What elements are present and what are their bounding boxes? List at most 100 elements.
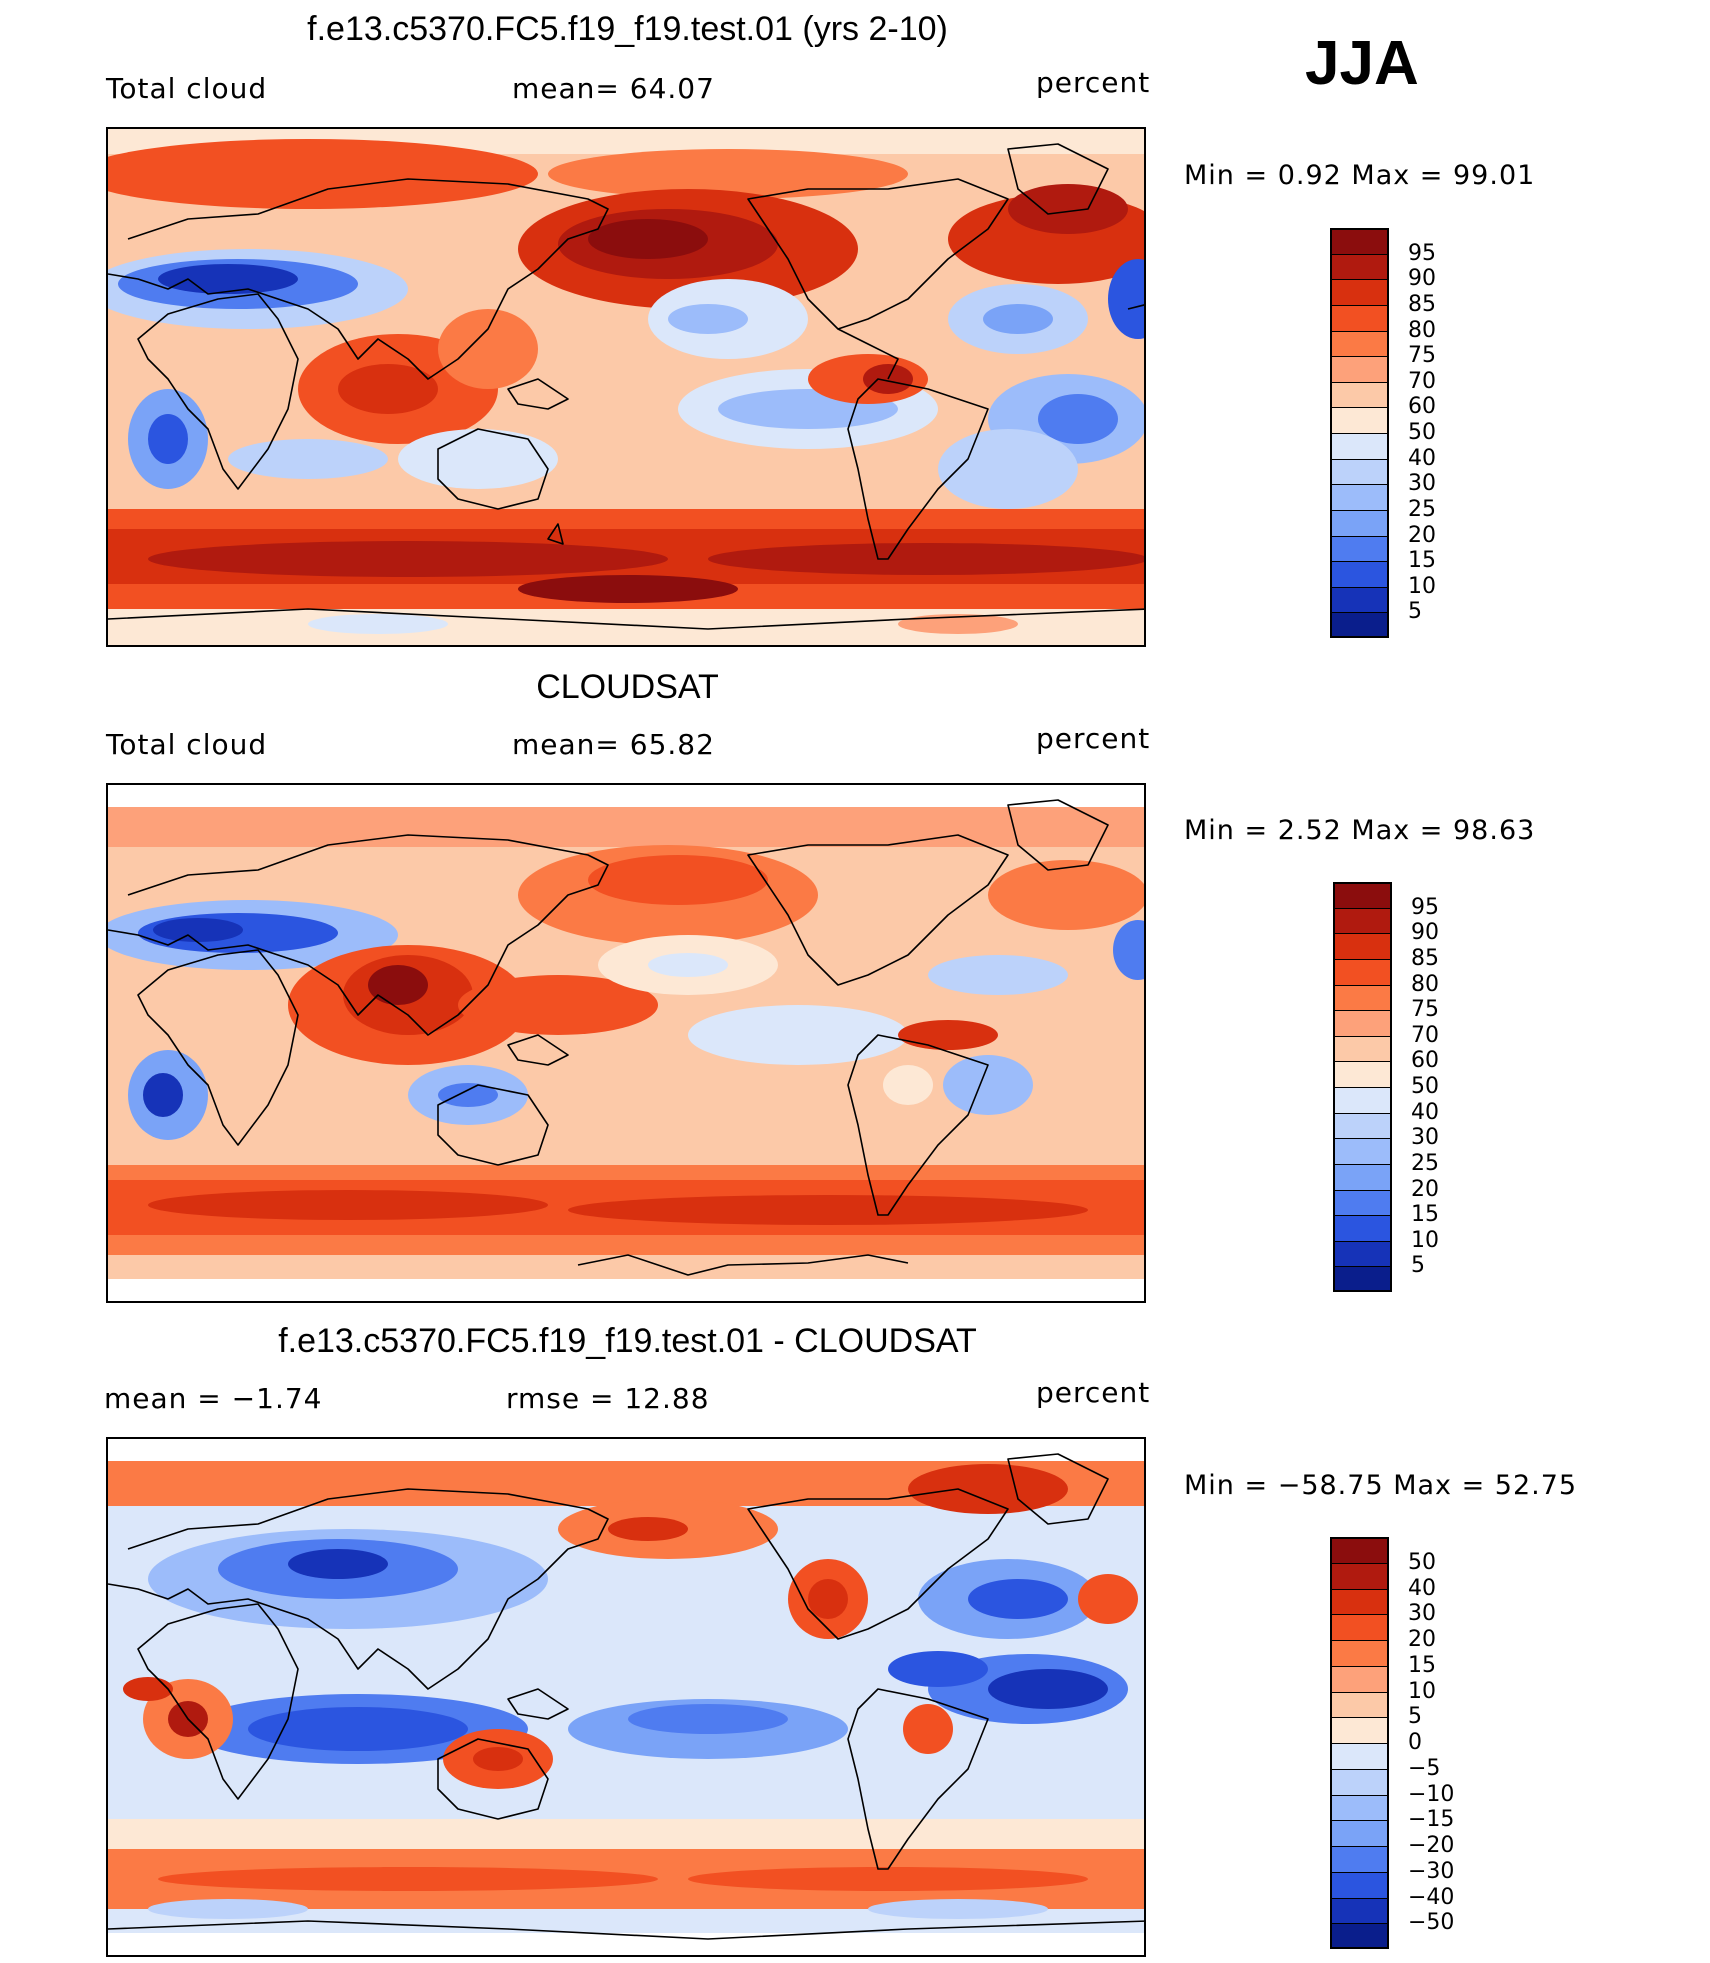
colorbar-swatch — [1333, 1189, 1392, 1216]
colorbar-swatch — [1330, 356, 1389, 382]
colorbar-tick-label: −5 — [1408, 1755, 1441, 1781]
panel-obs-title: CLOUDSAT — [536, 668, 719, 706]
colorbar-swatch — [1330, 433, 1389, 459]
colorbar-swatch — [1333, 1112, 1392, 1139]
panel-obs-map — [106, 783, 1146, 1303]
colorbar-tick-label: 30 — [1408, 471, 1436, 497]
colorbar-swatch — [1333, 984, 1392, 1011]
colorbar-tick-label: 50 — [1408, 1549, 1436, 1575]
panel-model-title: f.e13.c5370.FC5.f19_f19.test.01 (yrs 2-1… — [307, 10, 948, 48]
panel-diff-min-max: Min = −58.75 Max = 52.75 — [1184, 1470, 1578, 1501]
colorbar-tick-label: 10 — [1411, 1227, 1439, 1253]
colorbar-tick-label: −40 — [1408, 1884, 1455, 1910]
colorbar-swatch — [1330, 1640, 1389, 1666]
colorbar-tick-label: 5 — [1408, 1704, 1422, 1730]
colorbar-swatch — [1330, 1562, 1389, 1589]
colorbar-tick-label: 75 — [1408, 343, 1436, 369]
panel-diff-rmse-label: rmse = 12.88 — [506, 1382, 710, 1415]
panel-obs-colorbar: 95 90 85 80 75 70 60 50 40 30 25 20 15 10 5 — [1333, 882, 1483, 1292]
panel-model-map — [106, 127, 1146, 647]
panel-obs-units-label: percent — [1036, 722, 1151, 755]
colorbar-swatch — [1330, 1588, 1389, 1615]
colorbar-swatch — [1330, 228, 1389, 254]
colorbar-tick-label: 80 — [1411, 971, 1439, 997]
colorbar-tick-label: 80 — [1408, 317, 1436, 343]
colorbar-tick-label: 90 — [1411, 920, 1439, 946]
colorbar-swatch — [1333, 882, 1392, 908]
colorbar-swatch — [1330, 509, 1389, 536]
colorbar-swatch — [1330, 330, 1389, 357]
colorbar-tick-label: 40 — [1411, 1099, 1439, 1125]
colorbar-swatch — [1330, 381, 1389, 408]
colorbar-tick-label: 75 — [1411, 997, 1439, 1023]
colorbar-swatch — [1330, 1794, 1389, 1821]
colorbar-swatch — [1330, 586, 1389, 613]
colorbar-frame — [1330, 1537, 1389, 1949]
colorbar-tick-label: 25 — [1408, 496, 1436, 522]
colorbar-swatch — [1330, 1768, 1389, 1795]
colorbar-swatch — [1330, 253, 1389, 280]
colorbar-tick-label: 20 — [1408, 1627, 1436, 1652]
colorbar-tick-label: 5 — [1411, 1253, 1425, 1279]
colorbar-swatch — [1330, 1923, 1389, 1949]
colorbar-tick-label: 50 — [1408, 420, 1436, 445]
panel-obs-min-max: Min = 2.52 Max = 98.63 — [1184, 815, 1536, 846]
colorbar-swatch — [1333, 1087, 1392, 1113]
colorbar-tick-label: 30 — [1411, 1125, 1439, 1151]
colorbar-tick-label: −15 — [1408, 1807, 1455, 1833]
colorbar-frame — [1330, 228, 1389, 638]
colorbar-swatch — [1333, 907, 1392, 934]
panel-model-min-max: Min = 0.92 Max = 99.01 — [1184, 160, 1536, 191]
colorbar-swatch — [1330, 1614, 1389, 1640]
panel-model-mean-label: mean= 64.07 — [512, 72, 715, 105]
colorbar-tick-label: 15 — [1408, 548, 1436, 574]
colorbar-tick-label: −10 — [1408, 1781, 1455, 1807]
colorbar-tick-label: 15 — [1411, 1202, 1439, 1228]
colorbar-swatch — [1333, 1266, 1392, 1292]
colorbar-tick-label: 60 — [1408, 394, 1436, 420]
colorbar-tick-label: 95 — [1408, 240, 1436, 266]
colorbar-swatch — [1330, 407, 1389, 433]
colorbar-swatch — [1330, 304, 1389, 331]
colorbar-tick-label: 70 — [1408, 368, 1436, 394]
panel-diff-mean-label: mean = −1.74 — [104, 1382, 323, 1415]
colorbar-swatch — [1330, 458, 1389, 485]
colorbar-swatch — [1330, 1665, 1389, 1692]
colorbar-swatch — [1333, 1061, 1392, 1087]
colorbar-swatch — [1330, 1897, 1389, 1924]
colorbar-tick-label: 85 — [1411, 945, 1439, 971]
colorbar-swatch — [1330, 561, 1389, 587]
colorbar-tick-label: −30 — [1408, 1858, 1455, 1884]
colorbar-tick-label: 20 — [1411, 1176, 1439, 1202]
colorbar-tick-label: 5 — [1408, 599, 1422, 625]
colorbar-tick-label: 70 — [1411, 1022, 1439, 1048]
panel-diff-units-label: percent — [1036, 1376, 1151, 1409]
colorbar-tick-label: 40 — [1408, 445, 1436, 471]
colorbar-tick-label: 85 — [1408, 291, 1436, 317]
colorbar-swatch — [1333, 1010, 1392, 1036]
colorbar-swatch — [1333, 1215, 1392, 1241]
panel-model-variable-label: Total cloud — [106, 72, 268, 105]
panel-obs-mean-label: mean= 65.82 — [512, 728, 715, 761]
colorbar-frame — [1333, 882, 1392, 1292]
colorbar-tick-label: 15 — [1408, 1652, 1436, 1678]
colorbar-tick-label: 10 — [1408, 573, 1436, 599]
colorbar-tick-label: 95 — [1411, 894, 1439, 920]
panel-diff-colorbar: 50 40 30 20 15 10 5 0 −5 −10 −15 −20 −30 −40 −50 — [1330, 1537, 1490, 1949]
colorbar-swatch — [1330, 1717, 1389, 1743]
season-label: JJA — [1305, 29, 1419, 98]
colorbar-swatch — [1330, 1820, 1389, 1846]
colorbar-tick-label: 30 — [1408, 1601, 1436, 1627]
colorbar-swatch — [1330, 1846, 1389, 1872]
colorbar-tick-label: 40 — [1408, 1575, 1436, 1601]
colorbar-tick-label: −50 — [1408, 1910, 1455, 1936]
colorbar-swatch — [1333, 1138, 1392, 1164]
panel-obs-variable-label: Total cloud — [106, 728, 268, 761]
colorbar-swatch — [1330, 1743, 1389, 1769]
colorbar-tick-label: 10 — [1408, 1678, 1436, 1704]
colorbar-tick-label: 90 — [1408, 266, 1436, 292]
colorbar-tick-label: 20 — [1408, 522, 1436, 548]
colorbar-swatch — [1330, 279, 1389, 305]
colorbar-tick-label: 50 — [1411, 1074, 1439, 1099]
colorbar-swatch — [1333, 933, 1392, 959]
